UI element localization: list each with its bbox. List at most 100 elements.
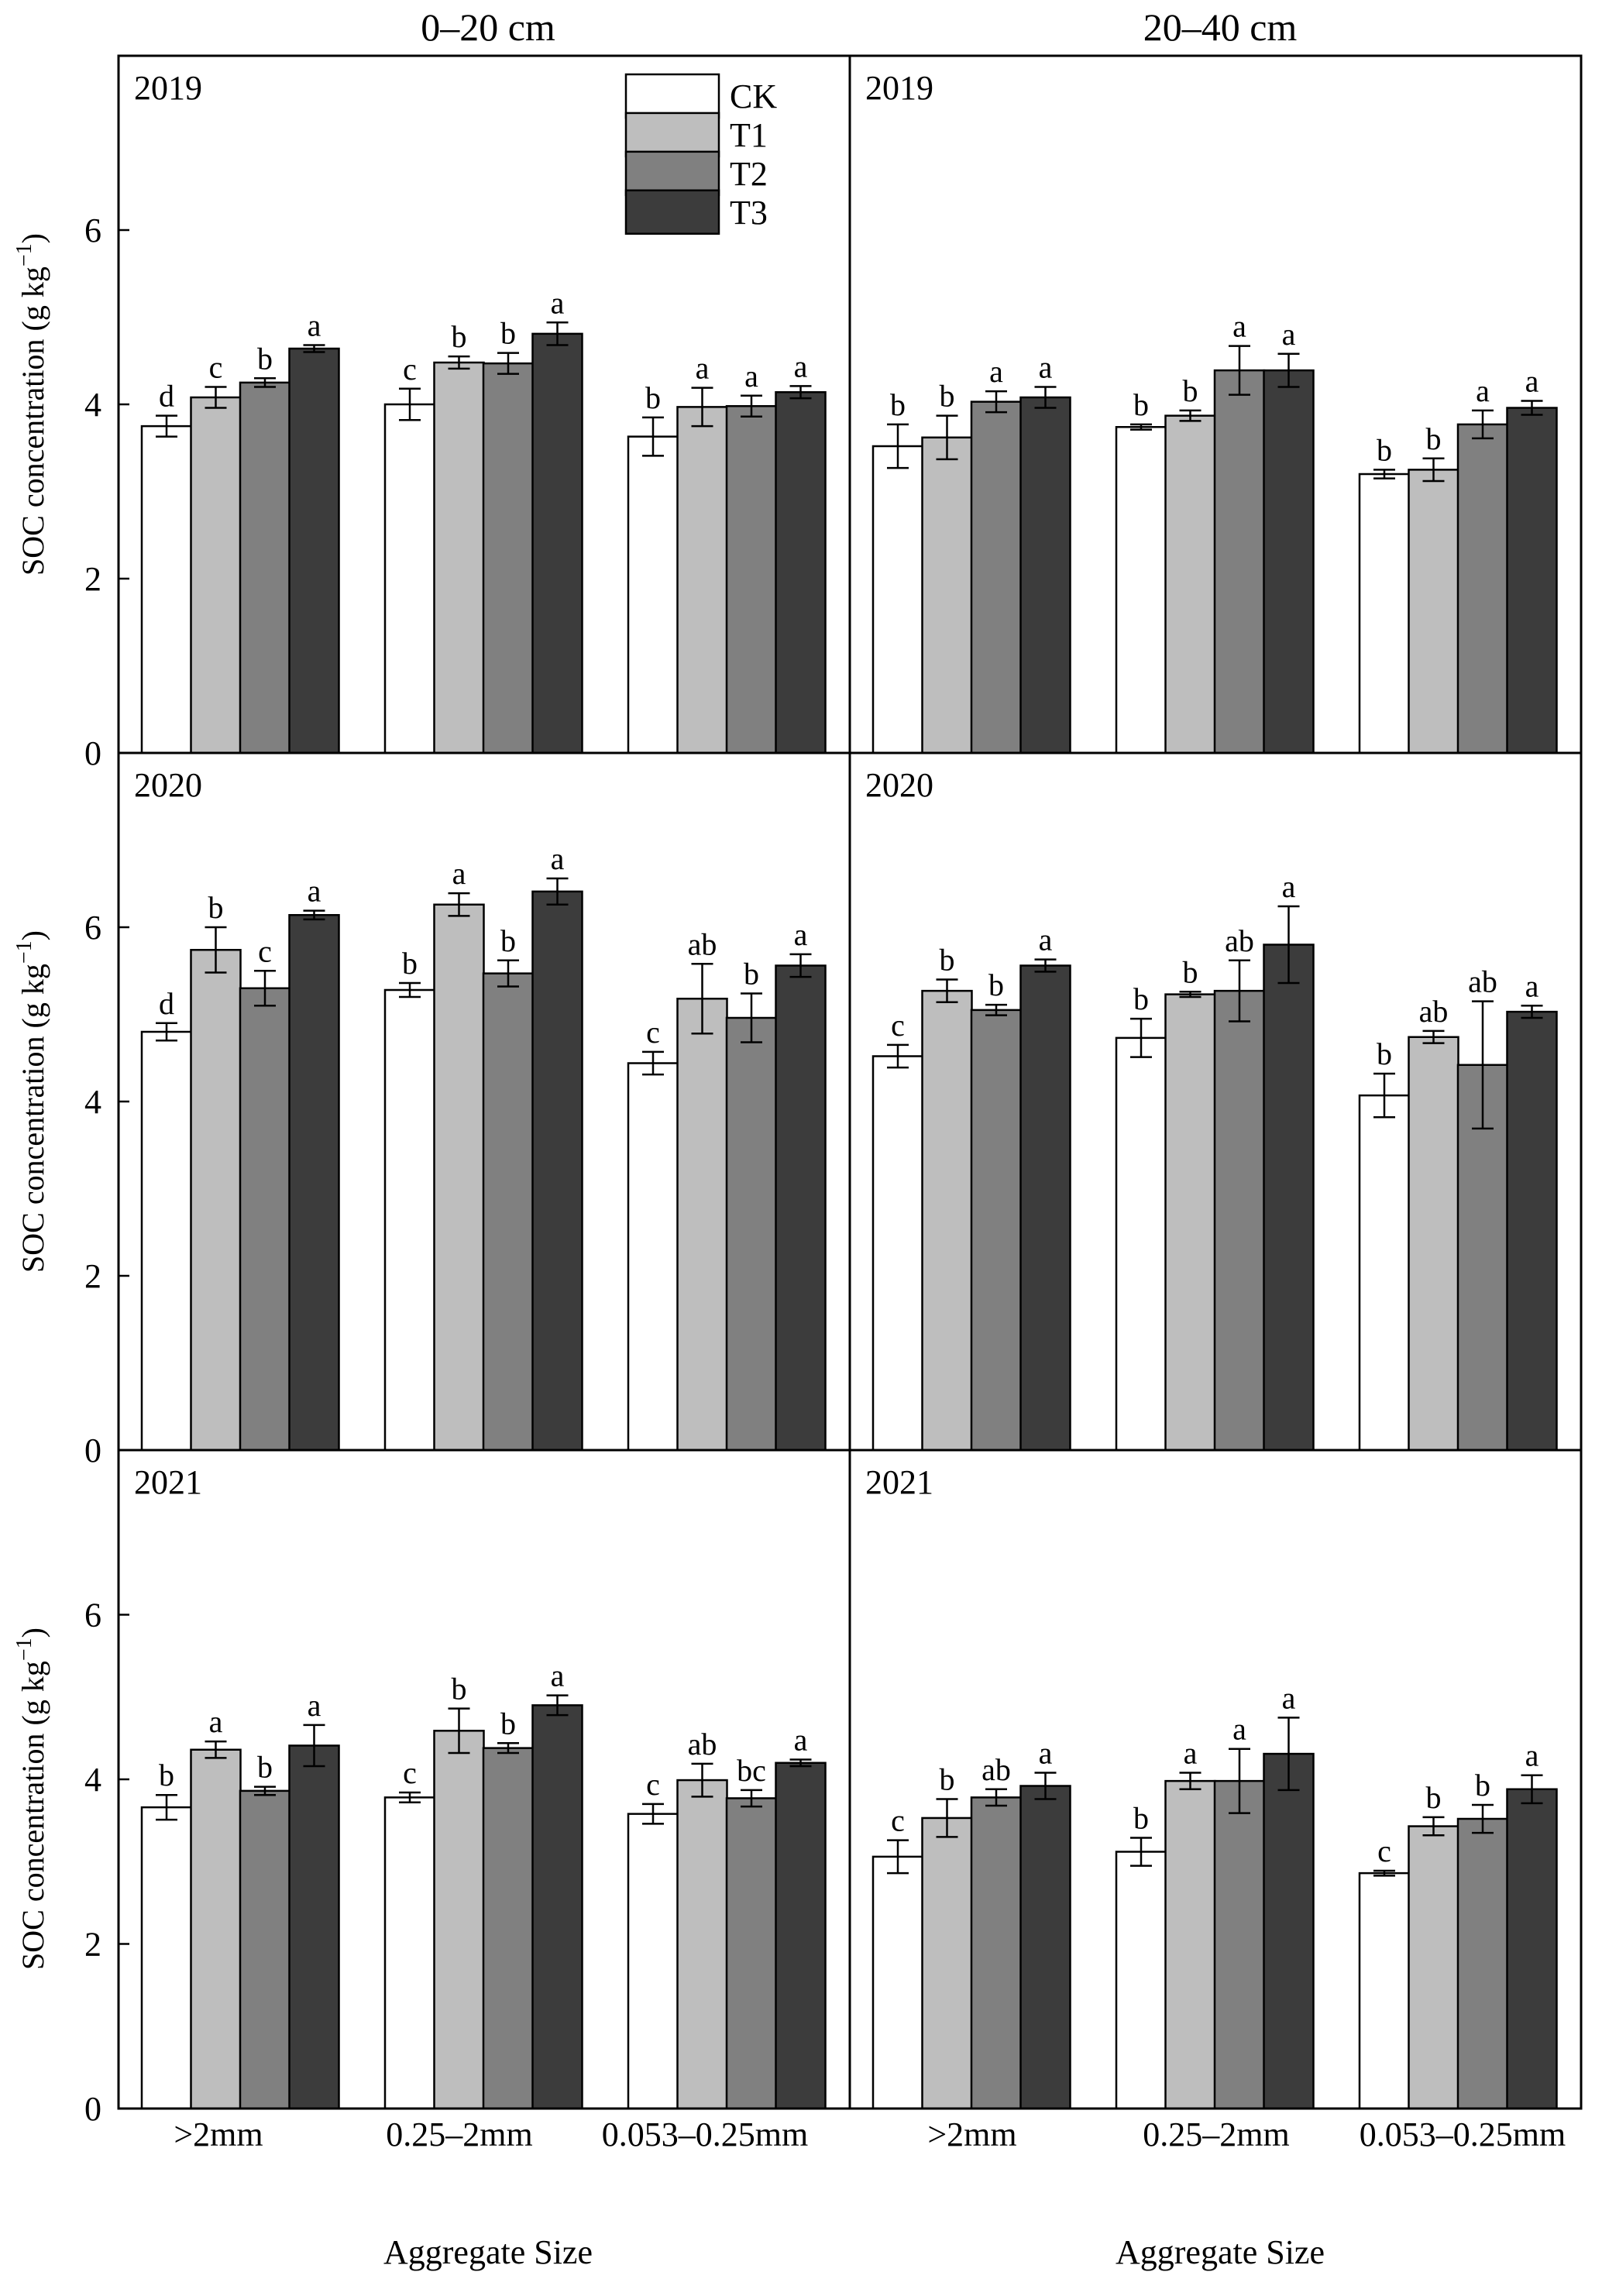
error-bar xyxy=(399,387,421,421)
error-bar xyxy=(303,909,325,921)
bar-t3 xyxy=(1019,396,1071,754)
bar-t1 xyxy=(921,989,973,1452)
bar-ck xyxy=(871,445,924,754)
error-bar xyxy=(1179,409,1202,422)
y-axis-label-2019: SOC concentration (g kg−1) xyxy=(12,233,50,576)
bar-t3 xyxy=(775,964,827,1452)
error-bar xyxy=(642,416,664,457)
y-tick-label: 4 xyxy=(84,1083,101,1121)
bar-ck xyxy=(871,1055,924,1452)
bar-t3 xyxy=(288,1744,340,2110)
bar-t2 xyxy=(482,362,535,754)
significance-letter: a xyxy=(308,874,321,909)
category-label-left-2: 0.053–0.25mm xyxy=(602,2116,808,2153)
bar-t2 xyxy=(725,1797,778,2110)
error-bar xyxy=(254,970,276,1007)
bar-t3 xyxy=(1019,1785,1071,2110)
significance-letter: b xyxy=(988,968,1004,1002)
legend-label-t1: T1 xyxy=(730,116,768,154)
error-bar xyxy=(1277,1717,1300,1792)
significance-letter: a xyxy=(794,917,808,952)
error-bar xyxy=(936,414,958,461)
significance-letter: b xyxy=(1377,1036,1392,1071)
bar-t2 xyxy=(482,972,535,1452)
significance-letter: b xyxy=(402,946,418,981)
bar-t3 xyxy=(531,890,583,1452)
error-bar xyxy=(546,1694,569,1717)
error-bar xyxy=(1373,469,1395,479)
error-bar xyxy=(1521,1005,1543,1019)
significance-letter: a xyxy=(744,359,758,394)
bar-t2 xyxy=(482,1747,535,2110)
y-tick-label: 2 xyxy=(84,1926,101,1964)
bar-t3 xyxy=(1019,964,1071,1452)
error-bar xyxy=(642,1050,664,1076)
error-bar xyxy=(691,387,713,428)
error-bar xyxy=(448,1707,470,1755)
significance-letter: b xyxy=(1377,432,1392,467)
error-bar xyxy=(205,926,227,974)
significance-letter: b xyxy=(1183,954,1198,989)
bar-t1 xyxy=(921,436,973,754)
category-label-left-1: 0.25–2mm xyxy=(386,2116,532,2153)
significance-letter: c xyxy=(403,352,417,387)
significance-letter: a xyxy=(551,1658,565,1693)
panel-frame xyxy=(848,1449,1583,2110)
bar-t1 xyxy=(676,1779,728,2110)
significance-letter: c xyxy=(403,1755,417,1790)
error-bar xyxy=(741,992,762,1043)
bar-t2 xyxy=(239,987,291,1452)
significance-letter: b xyxy=(1133,387,1149,422)
bar-t1 xyxy=(921,1817,973,2110)
bar-t2 xyxy=(1213,989,1266,1452)
error-bar xyxy=(1229,959,1250,1023)
error-bar xyxy=(1179,1772,1202,1790)
error-bar xyxy=(497,352,519,375)
panel-year-label: 2019 xyxy=(865,69,933,107)
error-bar xyxy=(936,978,958,1003)
significance-letter: c xyxy=(1377,1834,1391,1868)
legend-swatch-t3 xyxy=(624,189,720,235)
error-bar xyxy=(936,1798,958,1838)
bar-ck xyxy=(627,435,679,754)
bar-ck xyxy=(140,1806,193,2110)
bar-ck xyxy=(1358,1094,1411,1452)
significance-letter: a xyxy=(1282,1680,1296,1715)
legend-swatch-t1 xyxy=(624,112,720,158)
bar-t2 xyxy=(970,400,1023,754)
error-bar xyxy=(1034,1772,1057,1800)
error-bar xyxy=(448,355,470,370)
error-bar xyxy=(1422,457,1445,483)
bar-t1 xyxy=(1164,1779,1216,2110)
bar-ck xyxy=(140,1030,193,1452)
bar-t1 xyxy=(1164,414,1216,754)
significance-letter: a xyxy=(308,1688,321,1723)
significance-letter: a xyxy=(794,1723,808,1758)
bar-ck xyxy=(1115,1036,1167,1452)
significance-letter: a xyxy=(551,285,565,320)
error-bar xyxy=(156,1022,177,1042)
significance-letter: a xyxy=(1232,309,1246,344)
significance-letter: b xyxy=(1133,1800,1149,1835)
error-bar xyxy=(1472,1000,1494,1130)
error-bar xyxy=(789,953,812,978)
significance-letter: bc xyxy=(737,1753,766,1788)
error-bar xyxy=(1422,1816,1445,1837)
error-bar xyxy=(399,981,421,998)
bar-t3 xyxy=(288,914,340,1452)
error-bar xyxy=(1521,1774,1543,1805)
significance-letter: b xyxy=(452,1672,467,1707)
significance-letter: c xyxy=(646,1767,660,1802)
bar-t3 xyxy=(1263,1752,1315,2110)
significance-letter: b xyxy=(1183,373,1198,408)
bar-t3 xyxy=(1506,1788,1558,2110)
y-tick-label: 0 xyxy=(84,2090,101,2128)
bar-ck xyxy=(627,1062,679,1452)
significance-letter: a xyxy=(696,351,710,386)
error-bar xyxy=(1130,1017,1152,1058)
